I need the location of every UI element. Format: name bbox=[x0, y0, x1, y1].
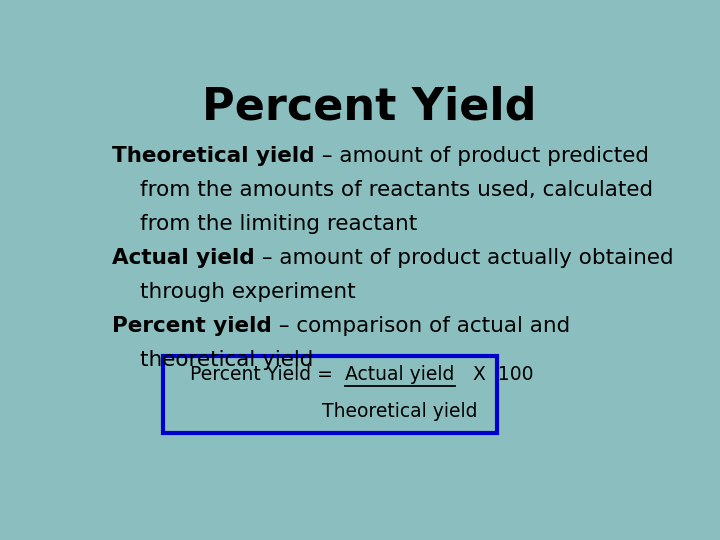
Text: – comparison of actual and: – comparison of actual and bbox=[272, 316, 570, 336]
Text: Actual yield: Actual yield bbox=[112, 248, 255, 268]
Text: Percent yield: Percent yield bbox=[112, 316, 272, 336]
Text: through experiment: through experiment bbox=[140, 282, 356, 302]
Text: X  100: X 100 bbox=[455, 365, 534, 384]
Text: – amount of product predicted: – amount of product predicted bbox=[315, 146, 649, 166]
Text: Theoretical yield: Theoretical yield bbox=[112, 146, 315, 166]
Text: Percent Yield =: Percent Yield = bbox=[190, 365, 346, 384]
Text: Percent Yield: Percent Yield bbox=[202, 85, 536, 129]
Text: Actual yield: Actual yield bbox=[346, 365, 455, 384]
Text: Theoretical yield: Theoretical yield bbox=[323, 402, 478, 422]
Text: from the amounts of reactants used, calculated: from the amounts of reactants used, calc… bbox=[140, 180, 653, 200]
Text: theoretical yield: theoretical yield bbox=[140, 350, 314, 370]
Text: from the limiting reactant: from the limiting reactant bbox=[140, 214, 418, 234]
Text: – amount of product actually obtained: – amount of product actually obtained bbox=[255, 248, 674, 268]
FancyBboxPatch shape bbox=[163, 356, 498, 433]
